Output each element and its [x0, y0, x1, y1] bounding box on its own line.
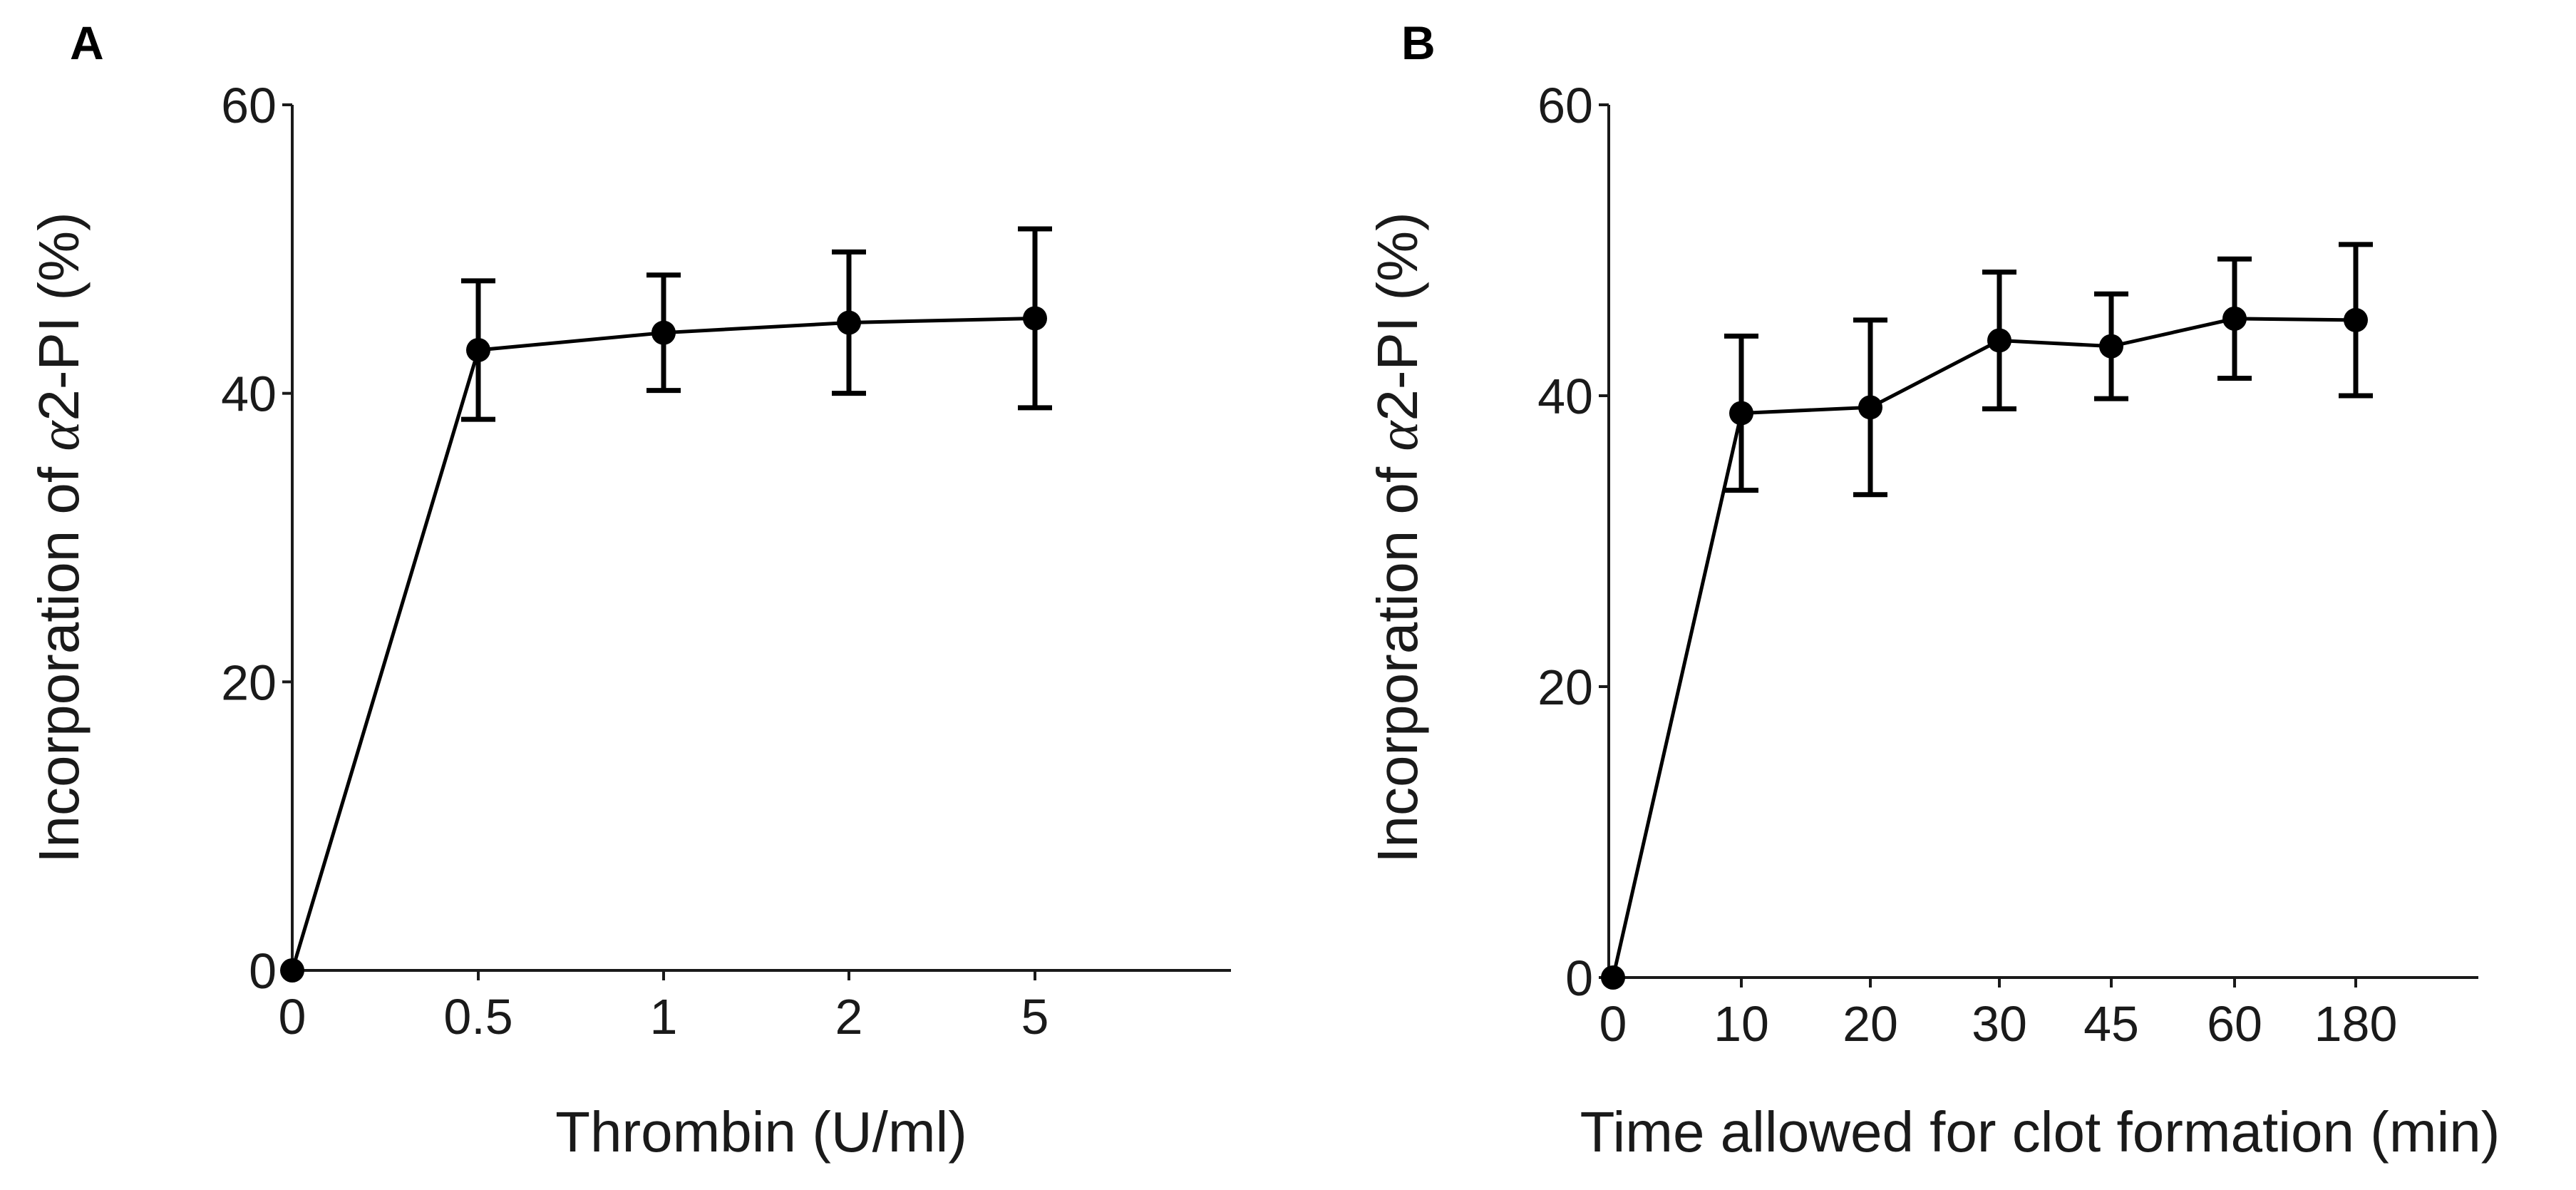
panel-a-x-tick-label-3: 2 [835, 989, 863, 1045]
panel-a-y-tick-label-0: 0 [249, 943, 277, 999]
panel-a-y-tick-label-3: 60 [221, 78, 277, 133]
panel-b-y-tick-label-2: 40 [1537, 369, 1593, 424]
panel-a-letter: A [70, 16, 104, 69]
panel-b-x-tick-label-4: 45 [2083, 996, 2139, 1052]
panel-a-data-point-1 [466, 337, 490, 362]
panel-b-letter: B [1401, 16, 1436, 69]
panel-a-data-point-0 [280, 958, 304, 983]
panel-a-data-point-2 [651, 320, 676, 345]
panel-b: B Incorporation of α2-PI (%) Time allowe… [1366, 16, 2500, 1164]
panel-b-x-tick-label-0: 0 [1599, 996, 1627, 1052]
panel-a-x-axis-title: Thrombin (U/ml) [555, 1100, 967, 1164]
panel-b-data-point-0 [1601, 965, 1625, 990]
panel-b-x-tick-label-3: 30 [1972, 996, 2027, 1052]
panel-b-data-point-6 [2344, 307, 2368, 332]
panel-a: A Incorporation of α2-PI (%) Thrombin (U… [27, 16, 1231, 1164]
panel-b-y-tick-label-0: 0 [1565, 950, 1593, 1006]
panel-a-data-point-4 [1023, 306, 1047, 331]
panel-b-y-tick-label-1: 20 [1537, 660, 1593, 715]
panel-b-data-point-5 [2222, 306, 2247, 331]
panel-b-x-tick-label-6: 180 [2314, 996, 2398, 1052]
panel-a-x-tick-label-1: 0.5 [443, 989, 512, 1045]
panel-a-y-tick-label-1: 20 [221, 655, 277, 710]
panel-b-x-tick-label-1: 10 [1714, 996, 1769, 1052]
panel-b-data-point-1 [1729, 401, 1753, 426]
panel-a-series-line [290, 316, 1036, 971]
panel-a-x-tick-label-0: 0 [279, 989, 306, 1045]
panel-b-y-axis-title: Incorporation of α2-PI (%) [1366, 212, 1430, 863]
panel-a-y-axis-title: Incorporation of α2-PI (%) [27, 212, 91, 863]
panel-b-data-point-2 [1858, 395, 1882, 420]
panel-b-data-point-3 [1987, 328, 2011, 353]
panel-a-data-point-3 [837, 310, 861, 335]
panel-a-x-tick-label-2: 1 [650, 989, 678, 1045]
panel-b-x-tick-label-2: 20 [1843, 996, 1898, 1052]
panel-a-y-tick-label-2: 40 [221, 366, 277, 422]
panel-b-y-tick-label-3: 60 [1537, 78, 1593, 133]
panel-b-series-line [1611, 317, 2356, 978]
panel-b-x-axis-title: Time allowed for clot formation (min) [1580, 1100, 2500, 1164]
panel-a-x-tick-label-4: 5 [1021, 989, 1049, 1045]
panel-b-data-point-4 [2099, 334, 2123, 359]
panel-b-x-tick-label-5: 60 [2207, 996, 2262, 1052]
